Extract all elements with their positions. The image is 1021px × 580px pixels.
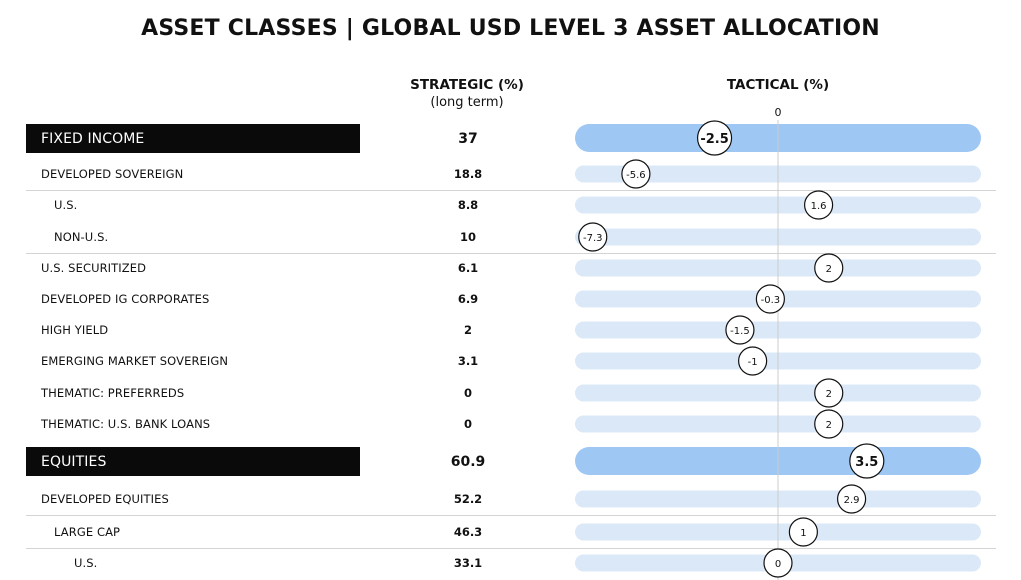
table-row: DEVELOPED IG CORPORATES 6.9 xyxy=(26,289,996,309)
category-label-box xyxy=(26,446,360,476)
table-row: U.S. 8.8 xyxy=(26,195,996,215)
strategic-value: 2 xyxy=(463,323,472,337)
row-label: LARGE CAP xyxy=(54,525,121,539)
table-row: DEVELOPED EQUITIES 52.2 xyxy=(26,489,996,516)
chart-title: ASSET CLASSES | GLOBAL USD LEVEL 3 ASSET… xyxy=(141,16,880,41)
row-label: HIGH YIELD xyxy=(41,323,109,337)
row-label: U.S. SECURITIZED xyxy=(41,261,147,275)
strategic-header-sublabel: (long term) xyxy=(430,95,504,110)
table-row: DEVELOPED SOVEREIGN 18.8 xyxy=(26,164,996,191)
row-label: U.S. xyxy=(54,198,78,212)
category-header-row: FIXED INCOME 37 xyxy=(26,123,996,153)
strategic-value: 60.9 xyxy=(450,453,486,470)
row-label: DEVELOPED EQUITIES xyxy=(41,492,169,506)
row-label: EMERGING MARKET SOVEREIGN xyxy=(41,354,229,368)
strategic-value: 37 xyxy=(458,130,478,147)
strategic-value: 8.8 xyxy=(457,198,479,212)
table-row: U.S. 33.1 xyxy=(26,553,996,573)
tactical-column-header: TACTICAL (%) xyxy=(726,77,830,93)
row-label: NON-U.S. xyxy=(54,230,109,244)
strategic-value: 33.1 xyxy=(453,556,483,570)
row-separator xyxy=(26,253,996,254)
row-separator xyxy=(26,190,996,191)
row-label: DEVELOPED IG CORPORATES xyxy=(41,292,210,306)
category-header-row: EQUITIES 60.9 xyxy=(26,446,996,476)
strategic-value: 0 xyxy=(463,417,472,431)
row-label: EQUITIES xyxy=(41,453,107,470)
table-row: THEMATIC: PREFERREDS 0 xyxy=(26,383,996,403)
strategic-value: 0 xyxy=(463,386,472,400)
strategic-value: 6.1 xyxy=(457,261,479,275)
table-row: EMERGING MARKET SOVEREIGN 3.1 xyxy=(26,351,996,371)
strategic-value: 3.1 xyxy=(457,354,479,368)
table-row: LARGE CAP 46.3 xyxy=(26,522,996,549)
row-label: THEMATIC: PREFERREDS xyxy=(41,386,185,400)
table-row: HIGH YIELD 2 xyxy=(26,320,996,340)
category-label-box xyxy=(26,123,360,153)
strategic-value: 10 xyxy=(459,230,476,244)
row-label: U.S. xyxy=(74,556,98,570)
strategic-column-header: STRATEGIC (%) (long term) xyxy=(380,76,554,112)
row-separator xyxy=(26,548,996,549)
row-label: DEVELOPED SOVEREIGN xyxy=(41,167,184,181)
strategic-value: 52.2 xyxy=(453,492,483,506)
table-row: U.S. SECURITIZED 6.1 xyxy=(26,258,996,278)
table-row: NON-U.S. 10 xyxy=(26,227,996,254)
table-row: THEMATIC: U.S. BANK LOANS 0 xyxy=(26,414,996,434)
strategic-value: 46.3 xyxy=(453,525,483,539)
row-separator xyxy=(26,515,996,516)
strategic-header-label: STRATEGIC (%) xyxy=(410,77,524,93)
strategic-value: 6.9 xyxy=(457,292,479,306)
row-label: THEMATIC: U.S. BANK LOANS xyxy=(41,417,211,431)
tactical-zero-tick: 0 xyxy=(774,106,782,119)
strategic-value: 18.8 xyxy=(453,167,483,181)
row-label: FIXED INCOME xyxy=(41,130,145,147)
